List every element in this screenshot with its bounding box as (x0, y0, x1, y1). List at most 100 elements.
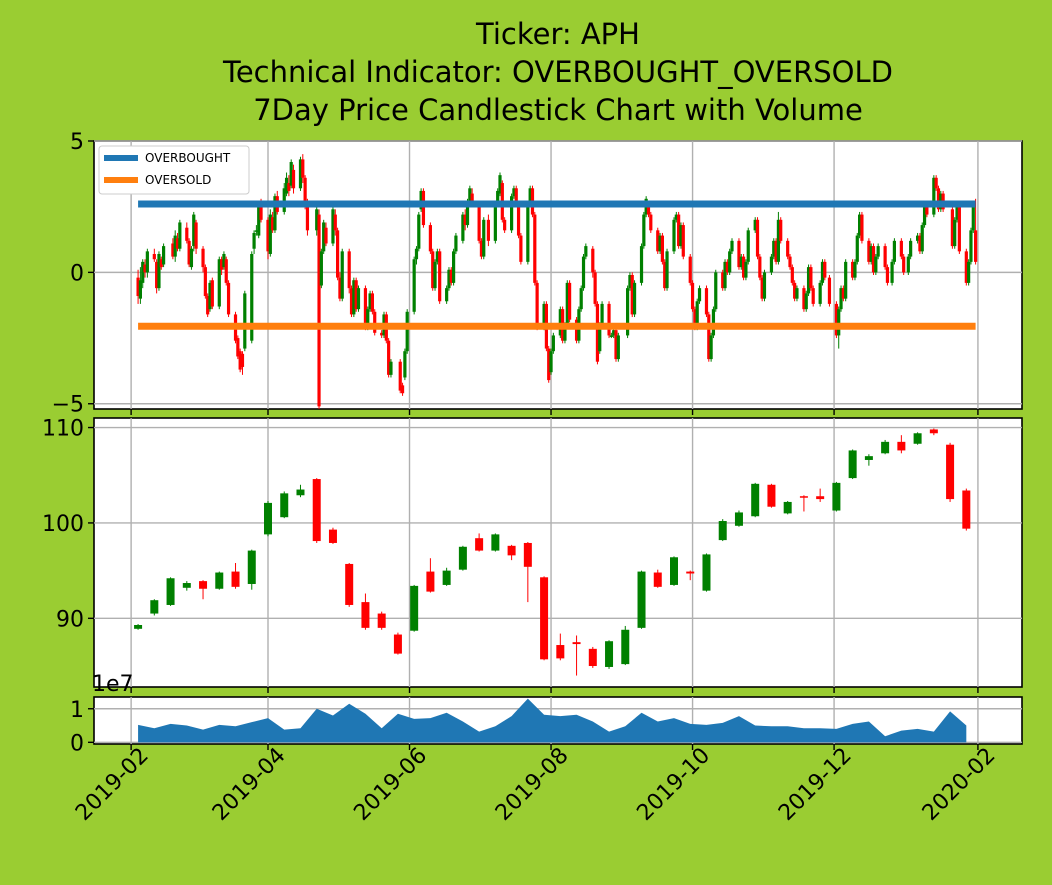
candle-body (793, 282, 797, 299)
candle-body (790, 267, 794, 283)
candle-body (328, 529, 337, 543)
candle-body (607, 303, 611, 336)
candle-body (410, 585, 419, 631)
candle-body (291, 169, 296, 189)
candle-body (626, 288, 630, 336)
candle-body (503, 219, 507, 231)
candle-body (697, 288, 702, 302)
candle-body (686, 571, 695, 574)
candle-body (730, 240, 734, 252)
candle-body (677, 214, 681, 247)
candle-body (523, 542, 532, 567)
candle-body (445, 288, 449, 302)
candle-body (876, 246, 880, 257)
candle-body (247, 550, 256, 584)
candle-body (317, 214, 321, 407)
candle-body (421, 190, 426, 226)
candle-body (565, 282, 569, 325)
candle-body (922, 204, 927, 226)
candle-body (491, 534, 500, 551)
candle-body (470, 193, 474, 205)
candle-body (725, 261, 729, 273)
candle-body (769, 256, 774, 273)
candle-body (584, 246, 588, 257)
candle-body (786, 240, 790, 257)
candle-body (556, 645, 565, 659)
candle-body (222, 253, 226, 268)
candle-body (252, 232, 256, 249)
candle-body (312, 479, 321, 542)
candle-body (510, 196, 514, 231)
candle-body (902, 256, 906, 273)
candle-body (463, 214, 467, 226)
candle-body (616, 335, 620, 360)
candle-body (182, 583, 191, 588)
candle-body (449, 269, 453, 283)
candle-body (433, 261, 437, 289)
candle-body (920, 225, 924, 252)
legend: OVERBOUGHT OVERSOLD (98, 145, 250, 195)
candle-body (690, 282, 695, 310)
candle-body (465, 201, 470, 226)
candle-body (250, 253, 254, 341)
indicator-panel: 5 0 −5 OVERBOUGHT OVERSOLD (52, 130, 1023, 418)
candle-body (811, 288, 815, 304)
candle-body (138, 280, 142, 299)
candle-body (315, 209, 319, 231)
candle-body (609, 335, 613, 337)
candle-body (967, 261, 971, 283)
candle-body (519, 235, 523, 262)
candle-body (802, 288, 806, 310)
candle-body (516, 204, 521, 236)
candle-body (723, 261, 727, 289)
candle-body (166, 578, 175, 605)
candle-body (962, 490, 971, 529)
candle-body (454, 235, 458, 252)
candle-body (377, 613, 386, 628)
candle-body (579, 288, 583, 310)
candle-body (189, 248, 194, 268)
candle-body (753, 219, 757, 231)
candle-body (614, 330, 618, 360)
candle-body (452, 251, 456, 283)
candle-body (693, 309, 697, 328)
candle-body (936, 188, 941, 210)
candle-body (271, 217, 275, 231)
candle-body (356, 288, 361, 310)
title-line-2: Technical Indicator: OVERBOUGHT_OVERSOLD (222, 55, 893, 89)
candle-body (345, 563, 354, 605)
candle-body (628, 275, 632, 289)
candle-body (296, 489, 305, 496)
candle-body (157, 253, 161, 289)
candle-body (974, 230, 978, 262)
candle-body (681, 225, 685, 257)
candle-body (419, 190, 423, 210)
candle-body (173, 235, 177, 257)
candle-body (305, 204, 310, 231)
candle-body (892, 240, 896, 262)
candle-body (475, 538, 484, 551)
candle-body (387, 340, 391, 375)
candle-body (400, 385, 405, 394)
candle-body (159, 259, 163, 268)
y-tick-label: −5 (52, 393, 84, 418)
candle-body (201, 248, 205, 268)
candle-body (303, 177, 307, 205)
candle-body (709, 335, 713, 360)
candle-body (352, 280, 356, 315)
candle-body (322, 222, 326, 252)
candle-body (950, 209, 954, 247)
candle-body (389, 361, 393, 375)
candle-body (658, 235, 662, 252)
candle-body (867, 240, 871, 262)
candle-body (282, 188, 286, 212)
candle-body (746, 230, 750, 262)
candle-body (783, 501, 792, 514)
candle-body (347, 251, 351, 289)
candle-body (906, 256, 910, 273)
candle-body (809, 267, 813, 289)
candle-body (760, 277, 764, 299)
candle-body (858, 214, 862, 236)
candle-body (287, 183, 291, 191)
candle-body (231, 571, 240, 587)
